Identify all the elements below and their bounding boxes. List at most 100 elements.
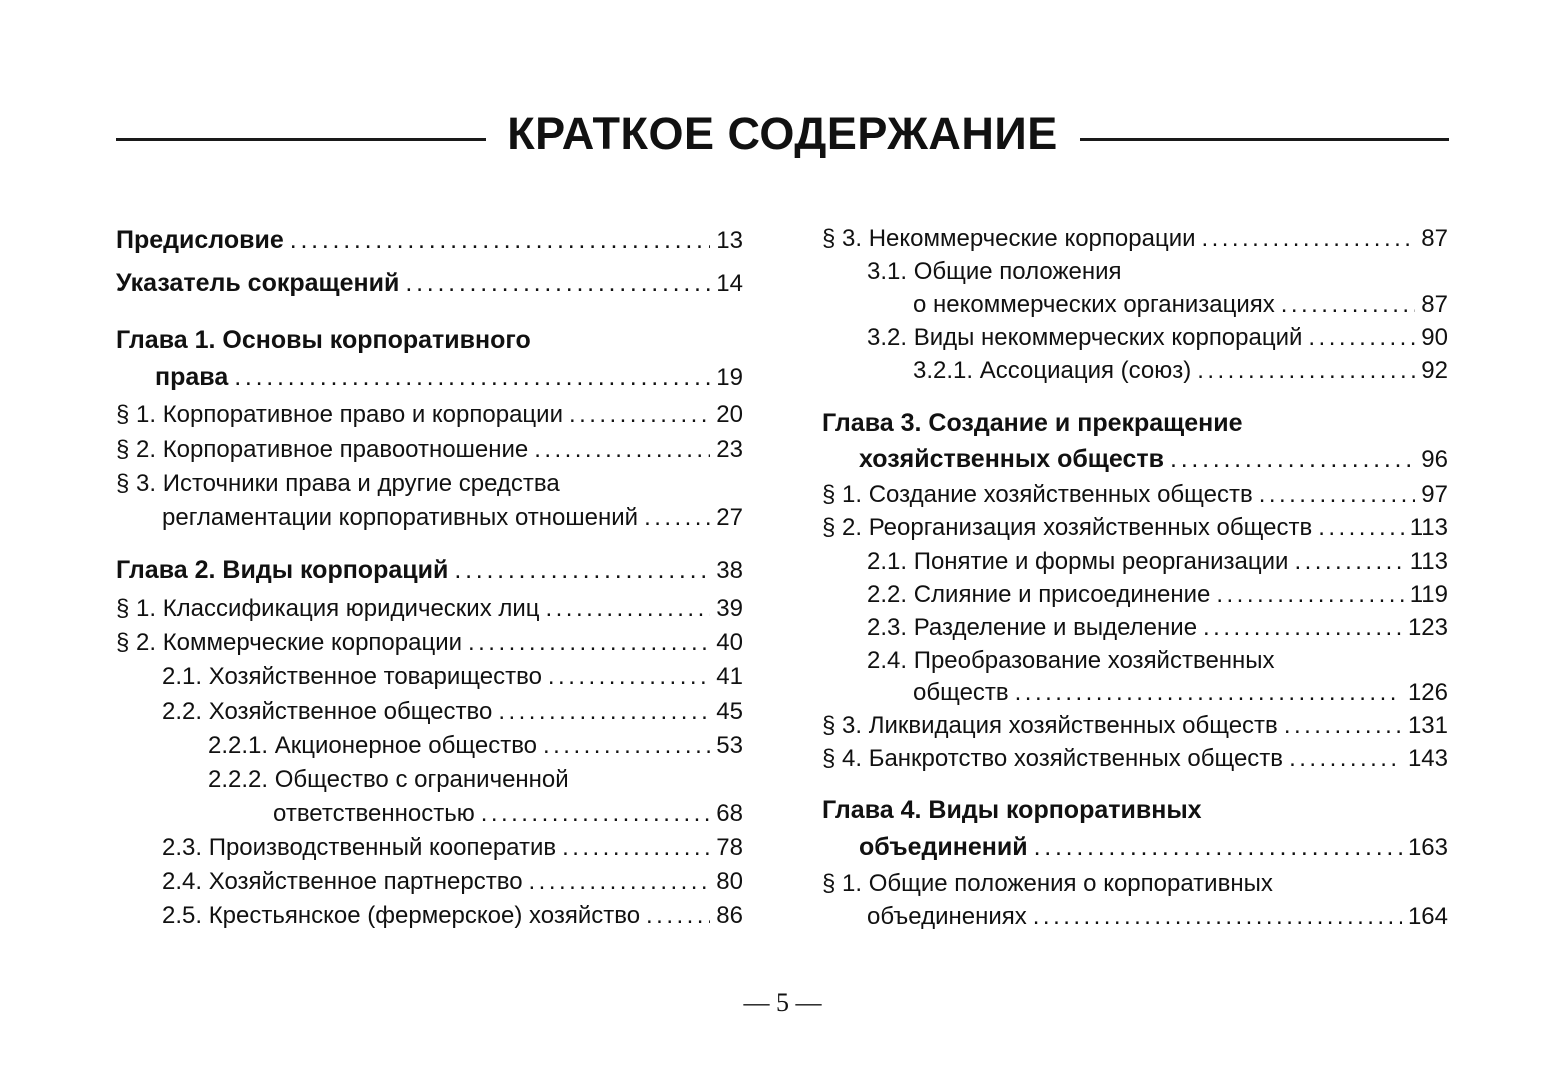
toc-entry: обществ 126 <box>913 676 1448 710</box>
toc-page-number: 23 <box>716 436 743 463</box>
dot-leader <box>1170 442 1415 476</box>
toc-entry: 2.4. Преобразование хозяйственных <box>867 644 1275 678</box>
toc-entry: § 2. Реорганизация хозяйственных обществ… <box>822 511 1448 545</box>
toc-entry: ответственностью 68 <box>273 797 743 831</box>
toc-entry: 2.2.2. Общество с ограниченной <box>208 763 569 797</box>
toc-entry: 2.1. Хозяйственное товарищество 41 <box>162 660 743 694</box>
toc-entry-title: § 2. Коммерческие корпорации <box>116 629 463 656</box>
toc-page-number: 123 <box>1407 614 1448 641</box>
toc-entry: объединениях 164 <box>867 900 1448 934</box>
dot-leader <box>468 626 710 660</box>
toc-page-number: 113 <box>1409 514 1448 541</box>
toc-page-number: 39 <box>716 595 743 622</box>
dot-leader <box>543 729 710 763</box>
toc-entry: регламентации корпоративных отношений 27 <box>162 501 743 535</box>
toc-entry-title: § 4. Банкротство хозяйственных обществ <box>822 745 1284 772</box>
dot-leader <box>454 553 710 587</box>
title-rule-right <box>1080 138 1449 141</box>
dot-leader <box>646 899 710 933</box>
toc-entry-title: 2.1. Хозяйственное товарищество <box>162 663 542 690</box>
toc-entry-title: Указатель сокращений <box>116 269 400 297</box>
toc-entry: § 2. Коммерческие корпорации 40 <box>116 626 743 660</box>
toc-entry-title: § 3. Некоммерческие корпорации <box>822 225 1196 252</box>
toc-page-number: 14 <box>716 270 743 297</box>
toc-page-number: 96 <box>1421 446 1448 473</box>
toc-entry-title: Глава 4. Виды корпоративных <box>822 796 1202 824</box>
toc-entry-title: хозяйственных обществ <box>859 445 1164 473</box>
toc-entry: Глава 3. Создание и прекращение <box>822 406 1243 440</box>
toc-entry: 3.2. Виды некоммерческих корпораций 90 <box>867 321 1448 355</box>
toc-entry-title: обществ <box>913 679 1009 706</box>
toc-page-number: 164 <box>1407 903 1448 930</box>
toc-page-number: 45 <box>716 698 743 725</box>
toc-entry: 2.1. Понятие и формы реорганизации 113 <box>867 545 1448 579</box>
toc-entry-title: права <box>155 363 229 391</box>
toc-entry: § 3. Источники права и другие средства <box>116 467 560 501</box>
dot-leader <box>1034 830 1402 864</box>
toc-entry-title: 3.2.1. Ассоциация (союз) <box>913 357 1192 384</box>
dot-leader <box>1308 321 1415 355</box>
dot-leader <box>234 360 710 394</box>
dot-leader <box>290 223 711 257</box>
toc-page-number: 92 <box>1421 357 1448 384</box>
toc-entry-title: 3.1. Общие положения <box>867 258 1122 285</box>
dot-leader <box>1216 578 1403 612</box>
toc-entry-title: регламентации корпоративных отношений <box>162 504 639 531</box>
dot-leader <box>562 831 710 865</box>
toc-page-number: 87 <box>1421 291 1448 318</box>
toc-page-number: 113 <box>1409 548 1448 575</box>
toc-page-number: 90 <box>1421 324 1448 351</box>
dot-leader <box>481 797 711 831</box>
toc-entry-title: 2.4. Преобразование хозяйственных <box>867 647 1275 674</box>
dot-leader <box>1015 676 1402 710</box>
toc-entry: § 3. Ликвидация хозяйственных обществ 131 <box>822 709 1448 743</box>
dot-leader <box>405 266 710 300</box>
toc-entry: 2.2. Хозяйственное общество 45 <box>162 695 743 729</box>
toc-entry-title: объединениях <box>867 903 1027 930</box>
dot-leader <box>1202 222 1416 256</box>
dot-leader <box>569 398 710 432</box>
toc-entry-title: 2.3. Производственный кооператив <box>162 834 557 861</box>
toc-entry: § 4. Банкротство хозяйственных обществ 14… <box>822 742 1448 776</box>
toc-entry: о некоммерческих организациях 87 <box>913 288 1448 322</box>
toc-entry-title: ответственностью <box>273 800 475 827</box>
dot-leader <box>1281 288 1416 322</box>
toc-page-number: 131 <box>1407 712 1448 739</box>
dot-leader <box>498 695 710 729</box>
toc-entry: Указатель сокращений 14 <box>116 266 743 300</box>
toc-page-number: 38 <box>716 557 743 584</box>
toc-entry-title: § 2. Корпоративное правоотношение <box>116 436 529 463</box>
toc-page-number: 97 <box>1421 481 1448 508</box>
dot-leader <box>1259 478 1416 512</box>
toc-page-number: 40 <box>716 629 743 656</box>
toc-entry-title: § 1. Корпоративное право и корпорации <box>116 401 563 428</box>
toc-entry: объединений 163 <box>859 830 1448 864</box>
dot-leader <box>1197 354 1415 388</box>
toc-entry: § 1. Создание хозяйственных обществ 97 <box>822 478 1448 512</box>
toc-entry-title: 2.4. Хозяйственное партнерство <box>162 868 523 895</box>
toc-entry-title: 2.3. Разделение и выделение <box>867 614 1198 641</box>
toc-entry: Предисловие 13 <box>116 223 743 257</box>
toc-page-number: 41 <box>716 663 743 690</box>
page-number: — 5 — <box>743 988 822 1017</box>
dot-leader <box>1289 742 1402 776</box>
toc-entry: § 3. Некоммерческие корпорации 87 <box>822 222 1448 256</box>
dot-leader <box>534 433 710 467</box>
toc-entry-title: 2.2.1. Акционерное общество <box>208 732 538 759</box>
toc-page-number: 19 <box>716 364 743 391</box>
dot-leader <box>1203 611 1402 645</box>
toc-entry: 2.2. Слияние и присоединение 119 <box>867 578 1448 612</box>
dot-leader <box>1318 511 1404 545</box>
title-rule-left <box>116 138 486 141</box>
toc-entry: § 1. Классификация юридических лиц 39 <box>116 592 743 626</box>
dot-leader <box>546 592 711 626</box>
toc-entry-title: 2.2. Слияние и присоединение <box>867 581 1211 608</box>
toc-page-number: 143 <box>1407 745 1448 772</box>
toc-page-number: 119 <box>1409 581 1448 608</box>
toc-entry: § 1. Корпоративное право и корпорации 20 <box>116 398 743 432</box>
toc-page-number: 126 <box>1407 679 1448 706</box>
toc-page-number: 87 <box>1421 225 1448 252</box>
toc-entry: Глава 4. Виды корпоративных <box>822 793 1202 827</box>
toc-entry: 3.2.1. Ассоциация (союз) 92 <box>913 354 1448 388</box>
toc-entry-title: § 1. Создание хозяйственных обществ <box>822 481 1253 508</box>
